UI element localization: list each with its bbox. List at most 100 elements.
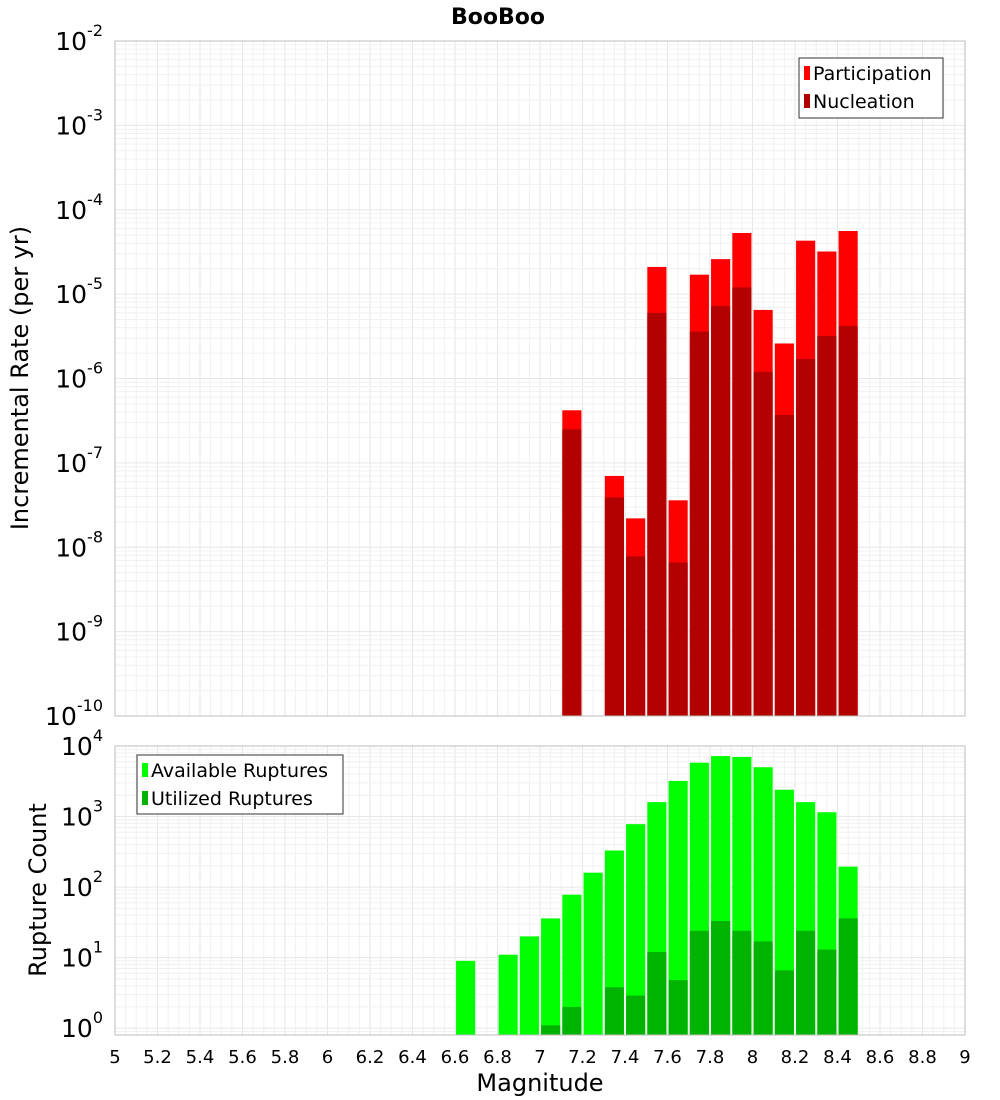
- y-tick-exponent: 2: [93, 867, 103, 886]
- bar: [753, 941, 773, 1035]
- y-tick-base: 10: [55, 280, 87, 309]
- x-tick-label: 6.4: [398, 1047, 427, 1068]
- x-tick-label: 6.6: [441, 1047, 470, 1068]
- x-tick-label: 6.8: [483, 1047, 512, 1068]
- y-tick-base: 10: [61, 803, 93, 832]
- y-tick-label: 10-10: [45, 696, 103, 731]
- bar: [732, 287, 752, 716]
- top-panel-incremental-rate: 10-1010-910-810-710-610-510-410-310-2Par…: [45, 21, 966, 731]
- legend: Available Ruptures Utilized Ruptures: [136, 754, 344, 815]
- x-tick-label: 8.4: [823, 1047, 852, 1068]
- legend-entry: Available Ruptures: [151, 760, 328, 782]
- y-tick-base: 10: [45, 702, 77, 731]
- bar: [689, 930, 709, 1035]
- y-tick-exponent: 3: [93, 797, 103, 816]
- x-tick-label: 7.4: [611, 1047, 640, 1068]
- bar: [668, 562, 688, 716]
- y-tick-base: 10: [55, 196, 87, 225]
- x-tick-label: 7.8: [696, 1047, 725, 1068]
- y-tick-exponent: -3: [87, 105, 103, 124]
- bar: [668, 780, 688, 1035]
- bar: [732, 930, 752, 1035]
- bar: [562, 429, 582, 716]
- bar: [711, 921, 731, 1035]
- legend-swatch: [142, 791, 148, 805]
- x-tick-label: 8.2: [781, 1047, 810, 1068]
- y-tick-label: 10-6: [55, 359, 103, 394]
- series-nucleation: [562, 287, 858, 716]
- bar: [456, 960, 476, 1035]
- y-tick-exponent: -8: [87, 527, 103, 546]
- bar: [562, 894, 582, 1035]
- bar: [774, 970, 794, 1035]
- y-tick-label: 10-7: [55, 443, 103, 478]
- bar: [817, 949, 837, 1035]
- bar: [604, 987, 624, 1035]
- x-tick-label: 8.8: [908, 1047, 937, 1068]
- bar: [583, 872, 603, 1035]
- y-tick-exponent: -9: [87, 612, 103, 631]
- y-tick-label: 102: [61, 867, 103, 902]
- x-tick-label: 5.6: [228, 1047, 257, 1068]
- x-tick-label: 6: [322, 1047, 333, 1068]
- bar: [689, 331, 709, 716]
- y-tick-exponent: 1: [93, 938, 103, 957]
- y-tick-base: 10: [61, 1014, 93, 1043]
- bar: [668, 980, 688, 1035]
- y-tick-label: 10-3: [55, 105, 103, 140]
- x-tick-label: 5.4: [186, 1047, 215, 1068]
- legend-swatch: [804, 66, 810, 80]
- bar: [711, 306, 731, 716]
- y-tick-base: 10: [55, 533, 87, 562]
- y-tick-label: 10-9: [55, 612, 103, 647]
- y-tick-label: 104: [61, 726, 103, 761]
- y-tick-exponent: -6: [87, 359, 103, 378]
- bottom-y-axis-label: Rupture Count: [24, 803, 52, 977]
- bar: [753, 371, 773, 716]
- bar: [838, 918, 858, 1035]
- x-axis-label: Magnitude: [476, 1069, 603, 1097]
- y-tick-exponent: -7: [87, 443, 103, 462]
- plot-frame: [114, 40, 966, 717]
- legend-entry: Utilized Ruptures: [151, 788, 313, 810]
- y-tick-exponent: -5: [87, 274, 103, 293]
- bar: [498, 954, 518, 1035]
- plot-frame: [114, 745, 966, 1036]
- bar: [604, 497, 624, 716]
- x-tick-label: 7.6: [653, 1047, 682, 1068]
- y-tick-label: 100: [61, 1008, 103, 1043]
- y-tick-base: 10: [55, 365, 87, 394]
- y-tick-label: 10-5: [55, 274, 103, 309]
- bar: [541, 1025, 561, 1035]
- legend-swatch: [142, 763, 148, 777]
- x-tick-label: 8: [747, 1047, 758, 1068]
- bar: [626, 556, 646, 716]
- grid: [114, 40, 966, 717]
- legend-entry: Nucleation: [813, 91, 915, 113]
- x-tick-label: 8.6: [866, 1047, 895, 1068]
- y-tick-label: 103: [61, 797, 103, 832]
- y-tick-label: 10-2: [55, 21, 103, 56]
- x-tick-label: 7.2: [568, 1047, 597, 1068]
- y-tick-base: 10: [61, 944, 93, 973]
- bar: [647, 312, 667, 716]
- x-tick-label: 5.2: [143, 1047, 172, 1068]
- bar: [626, 824, 646, 1035]
- legend-entry: Participation: [813, 63, 932, 85]
- chart-title: BooBoo: [451, 5, 545, 30]
- y-tick-base: 10: [61, 732, 93, 761]
- bar: [774, 414, 794, 716]
- x-tick-label: 6.2: [356, 1047, 385, 1068]
- y-tick-exponent: -2: [87, 21, 103, 40]
- series-utilized-ruptures: [541, 918, 858, 1035]
- y-tick-exponent: 4: [93, 726, 103, 745]
- x-tick-label: 9: [959, 1047, 970, 1068]
- legend-box: [798, 57, 944, 119]
- y-tick-base: 10: [55, 618, 87, 647]
- x-tick-label: 5: [109, 1047, 120, 1068]
- y-tick-label: 10-4: [55, 190, 103, 225]
- y-tick-base: 10: [61, 873, 93, 902]
- bar: [817, 335, 837, 716]
- y-tick-exponent: -10: [77, 696, 103, 715]
